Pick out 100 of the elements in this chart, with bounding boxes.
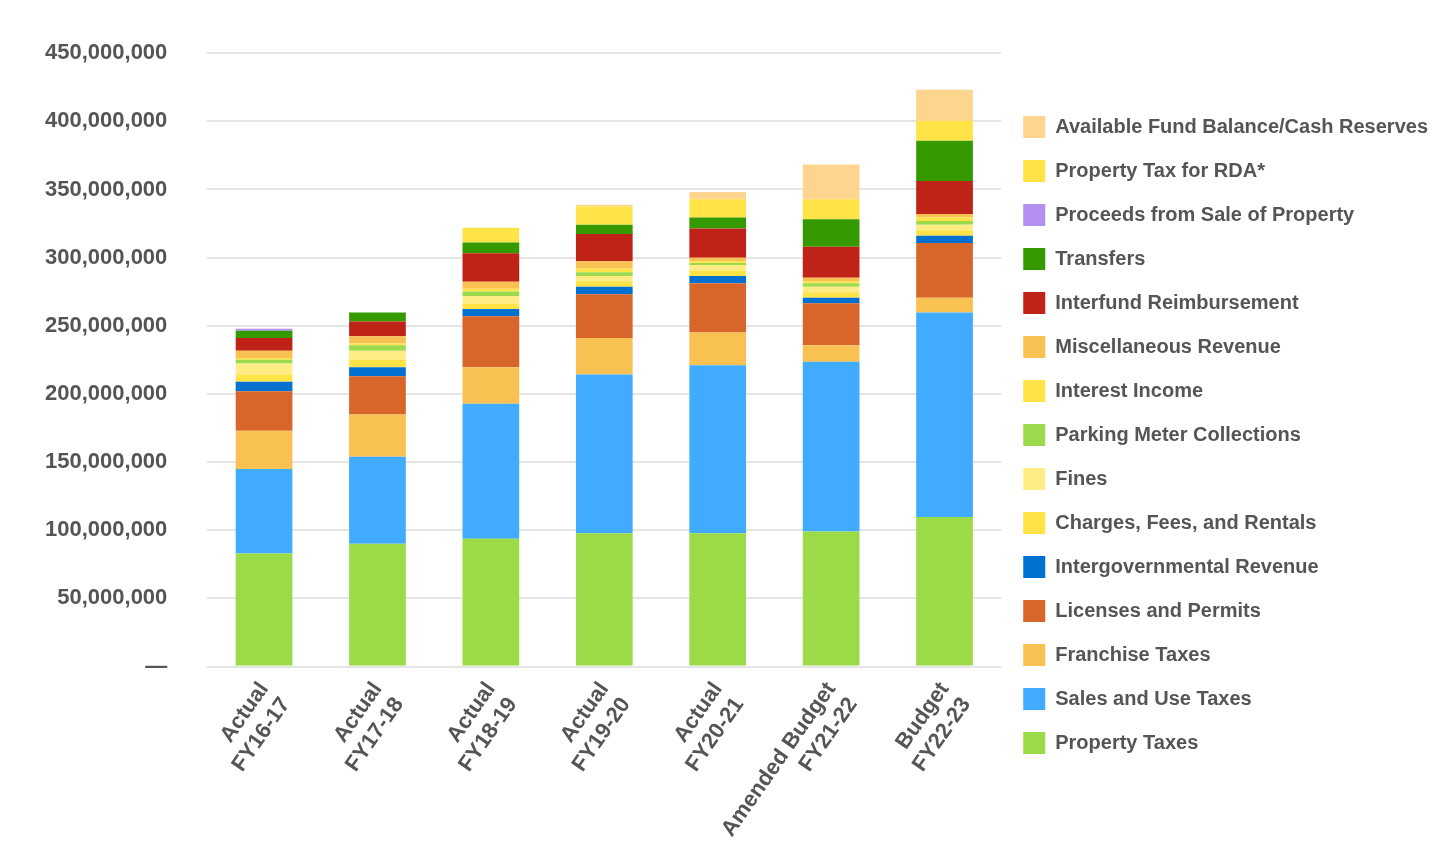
bar: [575, 206, 633, 225]
bar: [235, 381, 293, 392]
bar: [802, 286, 860, 293]
bar: [462, 316, 520, 368]
bar: [575, 281, 633, 287]
bar: [802, 297, 860, 304]
bar: [575, 233, 633, 262]
legend-label: Proceeds from Sale of Property: [1055, 202, 1356, 225]
bar: [916, 180, 973, 214]
bar: [575, 272, 633, 276]
bar: [802, 219, 860, 247]
bar: [349, 312, 406, 322]
bar: [575, 294, 633, 338]
bar: [916, 224, 973, 231]
bar: [235, 359, 293, 364]
bar: [575, 286, 633, 295]
bar: [235, 391, 293, 431]
bar: [462, 538, 520, 666]
bar: [235, 363, 293, 375]
bar: [462, 308, 520, 317]
bar: [349, 367, 406, 377]
bar: [802, 292, 860, 298]
bar: [802, 303, 860, 346]
bar: [689, 365, 747, 534]
bar: [235, 468, 293, 554]
bar: [916, 516, 973, 666]
bar: [802, 246, 860, 278]
y-tick-label: 200,000,000: [45, 380, 168, 406]
bar: [916, 221, 973, 225]
bar: [575, 374, 633, 534]
bar: [689, 332, 747, 366]
bar: [916, 230, 973, 236]
y-tick-label: 100,000,000: [45, 516, 168, 542]
y-tick-label: 450,000,000: [45, 39, 168, 65]
bar: [349, 350, 406, 360]
bar: [462, 288, 520, 292]
bar: [462, 296, 520, 304]
bar: [802, 164, 860, 200]
bar: [689, 265, 747, 271]
bar: [916, 89, 973, 121]
legend-label: Parking Meter Collections: [1055, 422, 1301, 445]
bar: [235, 330, 293, 338]
bar: [802, 531, 860, 666]
bar: [802, 345, 860, 362]
y-tick-label: 350,000,000: [45, 175, 168, 201]
bar: [349, 456, 406, 544]
bar: [462, 227, 520, 243]
bar: [462, 303, 520, 309]
bar: [462, 281, 520, 289]
y-tick-label: —: [145, 652, 168, 678]
bar: [349, 543, 406, 666]
bar: [235, 430, 293, 469]
legend-label: Miscellaneous Revenue: [1055, 334, 1281, 357]
legend-label: Intergovernmental Revenue: [1055, 554, 1319, 577]
bar: [689, 228, 747, 258]
bar: [802, 199, 860, 220]
bar: [235, 337, 293, 351]
bar: [462, 253, 520, 282]
y-tick-label: 400,000,000: [45, 107, 168, 133]
bar: [916, 217, 973, 222]
bar: [916, 140, 973, 181]
y-tick-label: 300,000,000: [45, 243, 168, 269]
bar: [575, 337, 633, 375]
y-tick-label: 50,000,000: [57, 584, 168, 610]
bar: [689, 217, 747, 229]
bar: [349, 376, 406, 415]
bar: [235, 374, 293, 382]
bar: [575, 275, 633, 282]
bar: [916, 120, 973, 141]
y-tick-label: 150,000,000: [45, 448, 168, 474]
bar: [916, 235, 973, 244]
legend-label: Transfers: [1055, 246, 1146, 269]
bar: [349, 414, 406, 457]
bar: [689, 191, 747, 200]
bar: [235, 553, 293, 666]
bar: [916, 243, 973, 298]
bar: [689, 533, 747, 666]
bar: [689, 283, 747, 333]
legend-label: Interest Income: [1055, 378, 1204, 401]
legend-label: Available Fund Balance/Cash Reserves: [1055, 114, 1429, 137]
legend-label: Property Tax for RDA*: [1055, 158, 1266, 181]
bar: [802, 361, 860, 532]
legend-label: Sales and Use Taxes: [1055, 686, 1252, 709]
legend-label: Property Taxes: [1055, 730, 1199, 753]
bar: [349, 336, 406, 344]
bar: [916, 312, 973, 517]
bar: [575, 533, 633, 666]
legend-label: Franchise Taxes: [1055, 642, 1211, 665]
bar: [462, 367, 520, 404]
bar: [349, 321, 406, 337]
legend-label: Licenses and Permits: [1055, 598, 1261, 621]
bar: [689, 270, 747, 276]
bar: [462, 242, 520, 254]
bar: [916, 297, 973, 313]
bar: [575, 261, 633, 269]
legend-label: Fines: [1055, 466, 1108, 489]
bar: [349, 359, 406, 368]
bar: [689, 199, 747, 218]
y-tick-label: 250,000,000: [45, 311, 168, 337]
legend-label: Interfund Reimbursement: [1055, 290, 1299, 313]
